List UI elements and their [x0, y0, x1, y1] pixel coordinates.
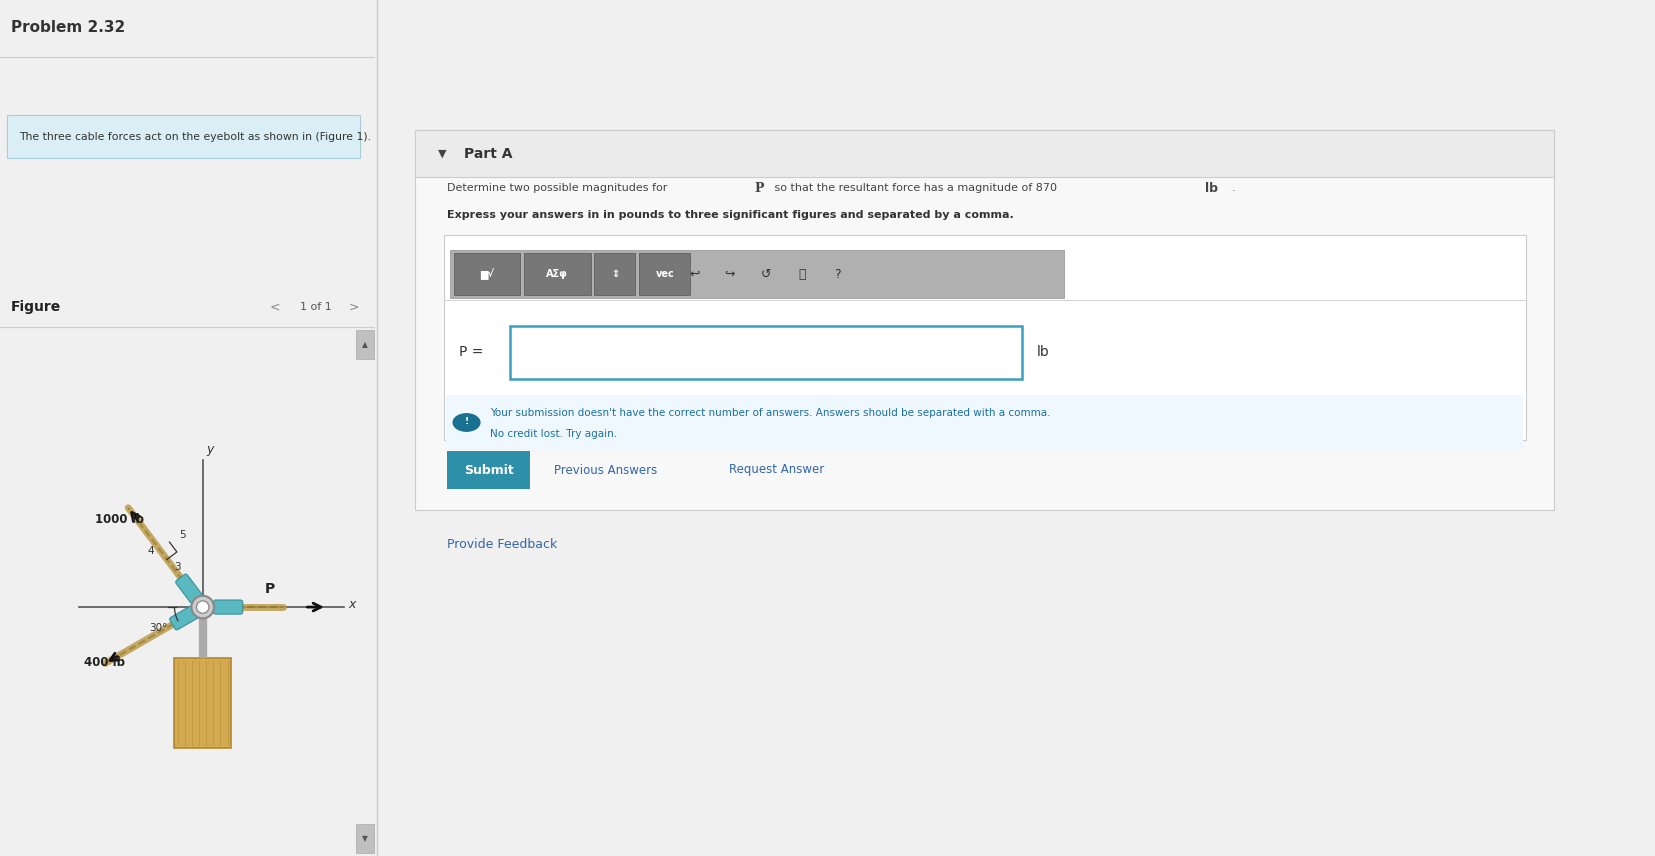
FancyBboxPatch shape	[169, 604, 200, 630]
Text: ▼: ▼	[362, 834, 367, 843]
Text: 5: 5	[179, 530, 185, 540]
Bar	[450, 250, 1063, 298]
FancyBboxPatch shape	[444, 235, 1524, 440]
Text: No credit lost. Try again.: No credit lost. Try again.	[490, 429, 616, 438]
Text: <: <	[270, 300, 280, 313]
Bar	[639, 253, 690, 294]
Text: Express your answers in in pounds to three significant figures and separated by : Express your answers in in pounds to thr…	[447, 210, 1013, 220]
Text: y: y	[207, 443, 213, 456]
Text: 30°: 30°	[149, 623, 167, 633]
Text: Your submission doesn't have the correct number of answers. Answers should be se: Your submission doesn't have the correct…	[490, 408, 1049, 418]
Text: so that the resultant force has a magnitude of 870: so that the resultant force has a magnit…	[771, 183, 1059, 193]
Bar	[523, 253, 591, 294]
Circle shape	[452, 413, 480, 432]
Text: ↪: ↪	[725, 267, 735, 281]
Text: lb: lb	[1203, 181, 1216, 194]
Text: Determine two possible magnitudes for: Determine two possible magnitudes for	[447, 183, 670, 193]
Bar	[445, 395, 1523, 450]
Text: Previous Answers: Previous Answers	[553, 463, 657, 477]
Text: ▲: ▲	[362, 340, 367, 349]
Text: >: >	[349, 300, 359, 313]
Text: lb: lb	[1036, 345, 1049, 359]
Bar	[174, 657, 230, 748]
Circle shape	[192, 596, 213, 618]
Text: 400 lb: 400 lb	[84, 657, 126, 669]
Text: .: .	[1231, 183, 1235, 193]
Text: ▼: ▼	[439, 149, 447, 158]
Text: Problem 2.32: Problem 2.32	[12, 21, 126, 35]
Text: 4: 4	[147, 546, 154, 556]
Circle shape	[197, 601, 209, 613]
Text: P =: P =	[458, 345, 483, 359]
Text: The three cable forces act on the eyebolt as shown in (Figure 1).: The three cable forces act on the eyebol…	[18, 132, 371, 141]
Text: ?: ?	[834, 267, 841, 281]
Text: Request Answer: Request Answer	[728, 463, 824, 477]
Text: !: !	[463, 417, 468, 426]
Text: P: P	[265, 582, 275, 596]
Text: x: x	[348, 598, 356, 611]
Text: P: P	[753, 181, 763, 194]
FancyBboxPatch shape	[415, 130, 1552, 510]
Text: Figure: Figure	[12, 300, 61, 314]
Bar	[356, 824, 374, 853]
Text: Provide Feedback: Provide Feedback	[447, 538, 558, 551]
Bar	[415, 130, 1552, 177]
Text: ⎙: ⎙	[798, 267, 804, 281]
Text: 1 of 1: 1 of 1	[300, 302, 331, 312]
FancyBboxPatch shape	[175, 574, 204, 604]
Text: ↩: ↩	[688, 267, 698, 281]
Text: AΣφ: AΣφ	[546, 269, 568, 279]
Text: ↺: ↺	[760, 267, 771, 281]
Text: ⇕: ⇕	[611, 269, 619, 279]
Bar	[447, 451, 530, 489]
Text: Submit: Submit	[463, 463, 513, 477]
Text: Part A: Part A	[463, 146, 511, 161]
Bar	[453, 253, 520, 294]
FancyBboxPatch shape	[510, 326, 1021, 379]
Text: vec: vec	[655, 269, 674, 279]
Text: 1000 lb: 1000 lb	[94, 514, 144, 526]
Bar	[356, 330, 374, 359]
Bar	[594, 253, 636, 294]
FancyBboxPatch shape	[213, 600, 243, 614]
FancyBboxPatch shape	[8, 115, 359, 158]
Text: ▇√: ▇√	[480, 268, 493, 280]
Text: 3: 3	[174, 562, 180, 572]
